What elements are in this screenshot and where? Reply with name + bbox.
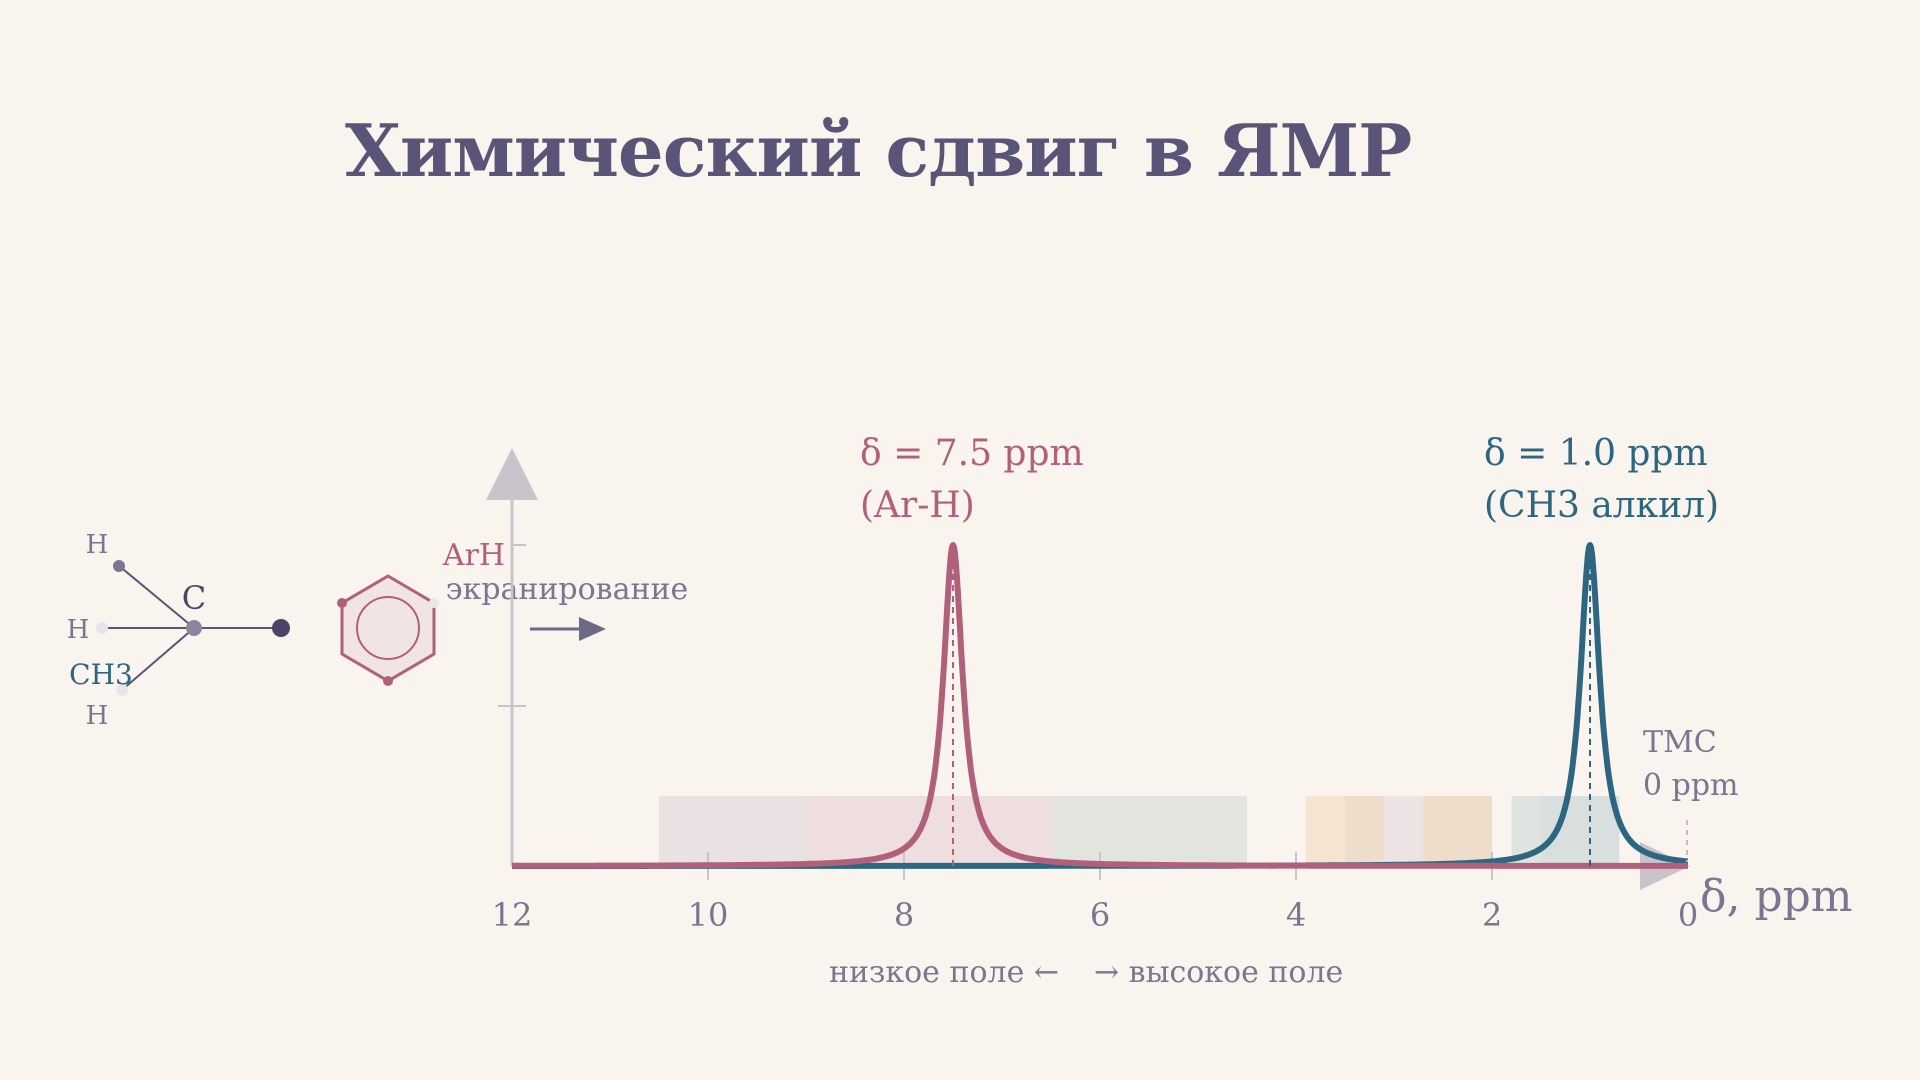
x-tick-label: 0 <box>1678 896 1698 934</box>
shielding-annotation: ArH экранирование <box>442 538 688 641</box>
x-tick-label: 10 <box>688 896 729 934</box>
benzene-ring <box>337 574 439 686</box>
shift-region-band <box>1384 796 1424 866</box>
shift-region-band <box>1305 796 1345 866</box>
shift-region-band <box>1541 796 1620 866</box>
arrow-right-icon <box>579 617 606 641</box>
page-title: Химический сдвиг в ЯМР <box>345 108 1412 193</box>
x-tick-label: 4 <box>1286 896 1306 934</box>
shift-region-band <box>1345 796 1385 866</box>
tms-shift-label: 0 ppm <box>1643 768 1738 803</box>
molecule-diagram: C H H H CH3 <box>67 530 290 731</box>
carbon-atom <box>186 620 202 636</box>
aromatic-peak-curve <box>510 542 1690 869</box>
y-axis-arrow-icon <box>486 448 538 500</box>
shift-regions <box>659 796 1620 866</box>
spectrum-plot: 12 10 8 6 4 2 0 δ = 7.5 ppm (Ar-H) δ = 1.0 ppm… <box>486 433 1853 990</box>
shielding-label: экранирование <box>446 572 688 607</box>
h-atom <box>116 684 128 696</box>
h-atom <box>96 622 108 634</box>
h-label-top: H <box>86 530 109 560</box>
h-atom <box>113 560 125 572</box>
h-label-left: H <box>67 615 90 645</box>
carbon-label: C <box>182 579 206 617</box>
x-tick-label: 2 <box>1482 896 1502 934</box>
aromatic-group-label: (Ar-H) <box>860 485 975 526</box>
high-field-label: → высокое поле <box>1094 955 1343 990</box>
x-tick-label: 8 <box>894 896 914 934</box>
ch3-label: CH3 <box>69 658 133 691</box>
x-tick-label: 6 <box>1090 896 1110 934</box>
alkyl-group-label: (CH3 алкил) <box>1484 485 1719 526</box>
x-tick-label: 12 <box>492 896 533 934</box>
aromatic-shift-label: δ = 7.5 ppm <box>860 433 1084 474</box>
tms-label: TMC <box>1643 725 1717 760</box>
x-ticks: 12 10 8 6 4 2 0 <box>492 852 1698 934</box>
shift-region-band <box>1423 796 1492 866</box>
x-axis-label: δ, ppm <box>1700 871 1853 922</box>
alkyl-shift-label: δ = 1.0 ppm <box>1484 433 1708 474</box>
low-field-label: низкое поле ← <box>829 955 1059 990</box>
shift-region-band <box>659 796 806 866</box>
shift-region-band <box>1051 796 1247 866</box>
arh-label: ArH <box>442 538 505 573</box>
h-label-bottom: H <box>86 701 109 731</box>
bond-end-atom <box>272 619 290 637</box>
